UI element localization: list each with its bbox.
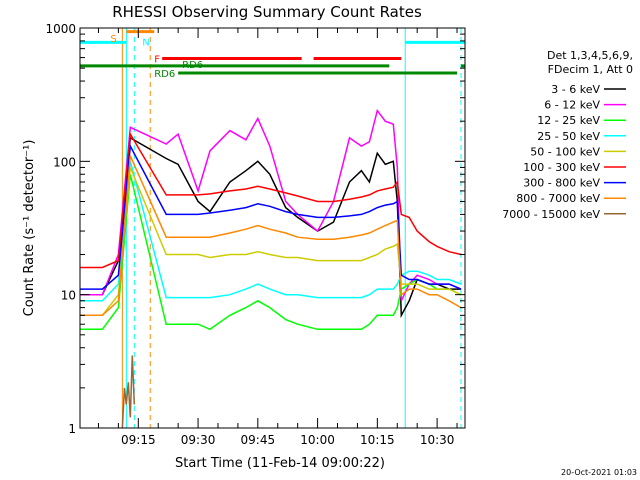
legend-entry-50-100-kev: 50 - 100 keV: [530, 145, 600, 158]
annotation-label-0: S: [110, 34, 116, 45]
plot-frame: [79, 27, 466, 429]
axes-layer: 1 10 100 1000 09:15 09:30 09:45 10:00 10:15 10:30: [45, 22, 466, 447]
legend-entry-300-800-kev: 300 - 800 keV: [523, 177, 600, 190]
y-tick-label-100: 100: [53, 155, 76, 169]
legend-header-1: FDecim 1, Att 0: [548, 63, 633, 76]
y-axis-label: Count Rate (s⁻¹ detector⁻¹): [22, 140, 37, 317]
series-line-100-300-kev: [80, 131, 462, 269]
x-tick-label-10-00: 10:00: [300, 433, 335, 447]
legend-entry-800-7000-kev: 800 - 7000 keV: [516, 192, 600, 205]
series-line-800-7000-kev: [80, 155, 462, 317]
x-axis-label: Start Time (11-Feb-14 09:00:22): [175, 456, 385, 471]
series-line-7000-15000-kev: [121, 355, 136, 429]
legend-entry-25-50-kev: 25 - 50 keV: [537, 130, 600, 143]
y-tick-label-1000: 1000: [45, 22, 76, 36]
chart-title: RHESSI Observing Summary Count Rates: [112, 3, 422, 21]
x-tick-label-10-30: 10:30: [420, 433, 455, 447]
legend-entry-12-25-kev: 12 - 25 keV: [537, 114, 600, 127]
x-tick-label-09-30: 09:30: [181, 433, 216, 447]
series-line-300-800-kev: [80, 143, 462, 290]
y-tick-label-10: 10: [61, 289, 76, 303]
x-tick-label-09-45: 09:45: [241, 433, 276, 447]
x-tick-label-09-15: 09:15: [121, 433, 156, 447]
y-tick-label-1: 1: [68, 422, 76, 436]
legend-header-0: Det 1,3,4,5,6,9,: [547, 49, 633, 62]
annotation-label-3: RD6: [154, 69, 175, 80]
x-tick-label-10-15: 10:15: [360, 433, 395, 447]
legend-entry-6-12-kev: 6 - 12 keV: [544, 99, 600, 112]
series-line-25-50-kev: [80, 161, 462, 302]
annotation-label-4: RD6: [182, 60, 203, 71]
series-line-12-25-kev: [80, 174, 462, 331]
legend-entry-3-6-kev: 3 - 6 keV: [551, 83, 600, 96]
series-line-50-100-kev: [80, 167, 462, 317]
annotation-label-1: N: [142, 37, 149, 48]
data-layer: S NF RD6 RD6: [80, 28, 465, 429]
footer-date: 20-Oct-2021 01:03: [561, 468, 637, 477]
legend-entry-7000-15000-kev: 7000 - 15000 keV: [502, 208, 600, 221]
legend: Det 1,3,4,5,6,9,FDecim 1, Att 0 3 - 6 keV…: [502, 49, 633, 221]
annotation-label-2: F: [154, 55, 160, 66]
series-line-3-6-kev: [80, 136, 461, 319]
legend-entry-100-300-kev: 100 - 300 keV: [523, 161, 600, 174]
